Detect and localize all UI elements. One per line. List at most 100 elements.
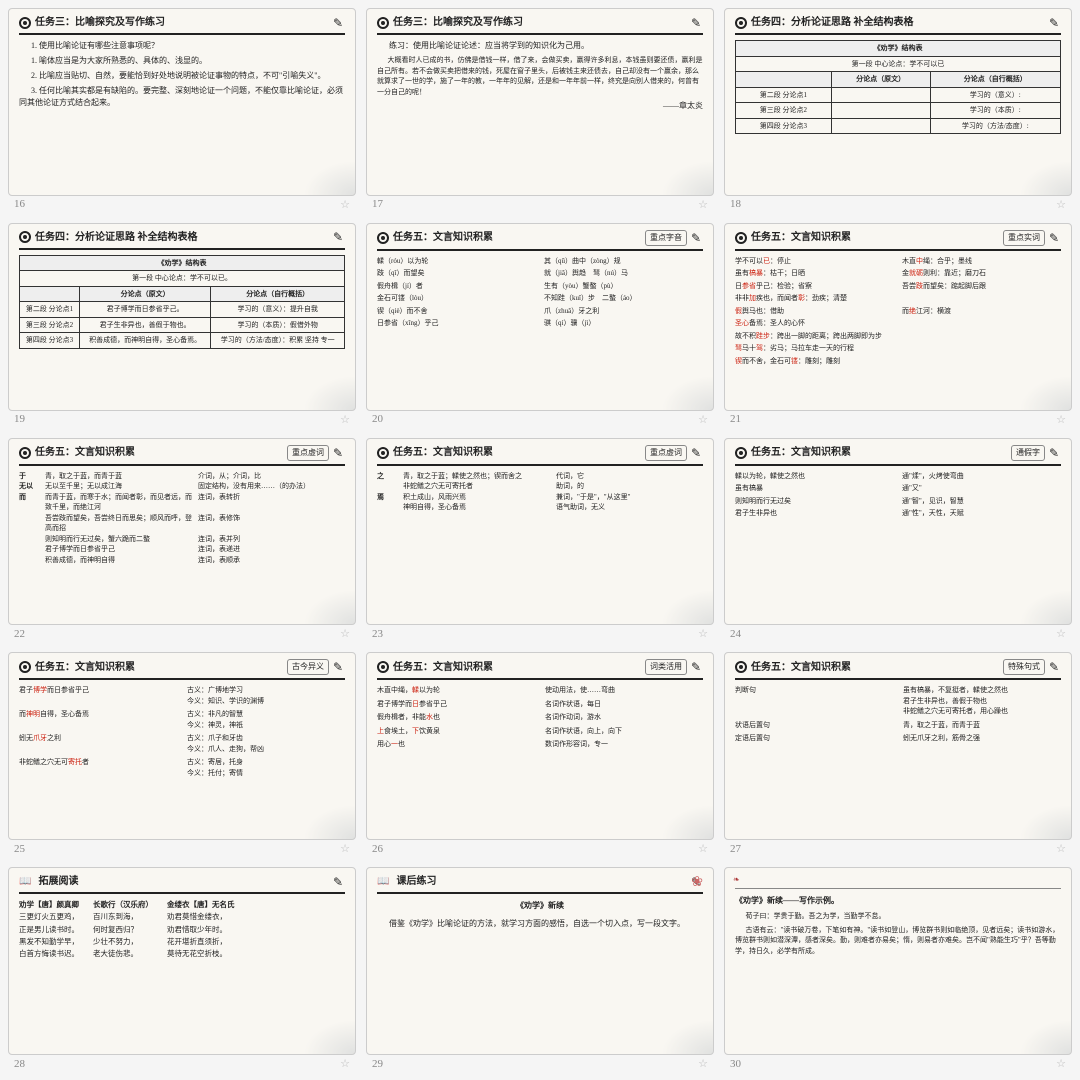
star-icon[interactable]: ☆ [340, 627, 350, 640]
slide-footer: 27 ☆ [724, 840, 1072, 857]
cell [902, 331, 1061, 342]
slide-number: 26 [372, 843, 383, 855]
text-line: 3. 任何比喻其实都是有缺陷的。要完整、深刻地论证一个问题，不能仅靠比喻论证，必… [19, 85, 345, 109]
slide-wrap: 拓展阅读劝学【唐】颜真卿三更灯火五更鸡，正是男儿读书时。黑发不知勤学早，白首方悔… [8, 867, 356, 1072]
slide-28[interactable]: 拓展阅读劝学【唐】颜真卿三更灯火五更鸡，正是男儿读书时。黑发不知勤学早，白首方悔… [8, 867, 356, 1055]
cell: 虽有槁暴：枯干；日晒 [735, 268, 894, 279]
star-icon[interactable]: ☆ [1056, 1057, 1066, 1070]
example: 无以至千里；无以成江海 [45, 481, 192, 492]
cell: 非非加疾也，而闻者彰：劲疾；清楚 [735, 293, 894, 304]
cell: 金就砺则利：靠近；磨刀石 [902, 268, 1061, 279]
pair-left: 假舟楫者，非能水也 [377, 712, 535, 723]
text-line: 荀子曰：学贵于勤。吾之为学，当勤学不怠。 [735, 911, 1061, 922]
pair-left: 用心一也 [377, 739, 535, 750]
pair-row: 木直中绳，輮以为轮使动用法，使……弯曲 [377, 685, 703, 696]
slide-badge: 古今异义 [287, 659, 329, 675]
pencil-icon [1049, 17, 1061, 29]
row: 之青，取之于蓝；輮使之然也；锲而舍之代词，它 [377, 471, 703, 482]
slide-header: 任务三：比喻探究及写作练习 [377, 15, 703, 35]
slide-body: 判断句虽有槁暴，不复挺者，輮使之然也君子生非异也，善假于物也非蛇鳝之穴无可寄托者… [735, 685, 1061, 744]
structure-table: 《劝学》结构表第一段 中心论点：学不可以已分论点（原文）分论点（自行概括）第二段… [735, 40, 1061, 134]
example: 吾尝跂而望矣，吾尝终日而思矣；顺风而呼，登高而招 [45, 513, 192, 534]
slide-header: 任务五：文言知识积累通假字 [735, 445, 1061, 466]
slide-20[interactable]: 任务五：文言知识积累重点字音輮（róu）以为轮其（qū）曲中（zòng）规跂（q… [366, 223, 714, 411]
slide-title: 任务五：文言知识积累 [393, 660, 641, 675]
slide-header: 任务五：文言知识积累古今异义 [19, 659, 345, 680]
star-icon[interactable]: ☆ [340, 1057, 350, 1070]
slide-number: 20 [372, 413, 383, 425]
signature: ——章太炎 [377, 100, 703, 112]
row: 则知明而行无过矣，蟹六跪而二螯连词，表并列 [19, 534, 345, 545]
cell: 輮以为轮，輮使之然也 [735, 471, 894, 482]
poem-line: 何时复西归？ [93, 924, 153, 935]
cell: 日参省（xǐng）乎己 [377, 318, 536, 329]
slide-number: 21 [730, 413, 741, 425]
cell: 通"又" [902, 483, 1061, 494]
slide-23[interactable]: 任务五：文言知识积累重点虚词之青，取之于蓝；輮使之然也；锲而舍之代词，它非蛇鳝之… [366, 438, 714, 626]
slide-wrap: 任务四：分析论证思路 补全结构表格《劝学》结构表第一段 中心论点：学不可以已分论… [724, 8, 1072, 213]
slide-number: 22 [14, 628, 25, 640]
row: 无以无以至千里；无以成江海固定结构，没有用来……（的办法） [19, 481, 345, 492]
star-icon[interactable]: ☆ [340, 413, 350, 426]
star-icon[interactable]: ☆ [698, 1057, 708, 1070]
lead: 练习：使用比喻论证论述：应当将学到的知识化为己用。 [377, 40, 703, 52]
slide-wrap: 任务五：文言知识积累词类活用木直中绳，輮以为轮使动用法，使……弯曲君子博学而日参… [366, 652, 714, 857]
table-cell: 学习的（意义）：提升自我 [211, 302, 345, 318]
text-line: 古语有云："读书破万卷，下笔如有神。"读书如登山，博览群书则如临绝顶，见者远矣；… [735, 925, 1061, 957]
star-icon[interactable]: ☆ [340, 842, 350, 855]
meaning: 连词，表转折 [198, 492, 345, 503]
star-icon[interactable]: ☆ [1056, 198, 1066, 211]
star-icon[interactable]: ☆ [698, 627, 708, 640]
col-header: 分论点（自行概括） [930, 72, 1060, 88]
book-icon [377, 874, 392, 889]
slide-30[interactable]: 《劝学》新续——写作示例。荀子曰：学贵于勤。吾之为学，当勤学不怠。古语有云："读… [724, 867, 1072, 1055]
meaning: 连词，表并列 [198, 534, 345, 545]
slide-title: 任务五：文言知识积累 [35, 445, 283, 460]
star-icon[interactable]: ☆ [1056, 842, 1066, 855]
slide-badge: 重点实词 [1003, 230, 1045, 246]
slide-16[interactable]: 任务三：比喻探究及写作练习1. 使用比喻论证有哪些注意事项呢？1. 喻体应当是为… [8, 8, 356, 196]
star-icon[interactable]: ☆ [698, 842, 708, 855]
slide-number: 27 [730, 843, 741, 855]
cell: 骐（qí）骥（jì） [544, 318, 703, 329]
slide-body: 木直中绳，輮以为轮使动用法，使……弯曲君子博学而日参省乎己名词作状语，每日假舟楫… [377, 685, 703, 750]
slide-18[interactable]: 任务四：分析论证思路 补全结构表格《劝学》结构表第一段 中心论点：学不可以已分论… [724, 8, 1072, 196]
slide-body: 练习：使用比喻论证论述：应当将学到的知识化为己用。大概看时人已成的书，仿佛是借钱… [377, 40, 703, 112]
table-cell [831, 87, 930, 103]
example: 非蛇鳝之穴无可寄托者 [403, 481, 550, 492]
table-cell: 学习的（方法/态度）：积累 坚持 专一 [211, 333, 345, 349]
cell: 生有（yòu）蟹螯（pù） [544, 281, 703, 292]
poem-line: 黑发不知勤学早， [19, 936, 79, 947]
star-icon[interactable]: ☆ [340, 198, 350, 211]
slide-25[interactable]: 任务五：文言知识积累古今异义君子博学而日参省乎己古义：广博地学习今义：知识、学识… [8, 652, 356, 840]
star-icon[interactable]: ☆ [698, 413, 708, 426]
slide-17[interactable]: 任务三：比喻探究及写作练习练习：使用比喻论证论述：应当将学到的知识化为己用。大概… [366, 8, 714, 196]
pair-row: 用心一也数词作形容词，专一 [377, 739, 703, 750]
slide-footer: 25☆ [8, 840, 356, 857]
star-icon[interactable]: ☆ [698, 198, 708, 211]
slide-title: 拓展阅读 [38, 874, 329, 889]
pair-right: 名词作状语，向上，向下 [545, 726, 703, 737]
pair-right: 数词作形容词，专一 [545, 739, 703, 750]
star-icon[interactable]: ☆ [1056, 627, 1066, 640]
pair-left: 判断句 [735, 685, 893, 717]
target-icon [735, 232, 747, 244]
slide-21[interactable]: 任务五：文言知识积累重点实词学不可以已：停止木直中绳：合乎；墨线虽有槁暴：枯干；… [724, 223, 1072, 411]
slide-26[interactable]: 任务五：文言知识积累词类活用木直中绳，輮以为轮使动用法，使……弯曲君子博学而日参… [366, 652, 714, 840]
star-icon[interactable]: ☆ [1056, 413, 1066, 426]
meaning: 连词，表顺承 [198, 555, 345, 566]
slide-29[interactable]: 课后练习❀《劝学》新续借鉴《劝学》比喻论证的方法，就学习方面的感悟，自选一个切入… [366, 867, 714, 1055]
cell: 不知跬（kuǐ）步 二螯（áo） [544, 293, 703, 304]
slide-24[interactable]: 任务五：文言知识积累通假字輮以为轮，輮使之然也通"煣"，火烤使弯曲虽有槁暴通"又… [724, 438, 1072, 626]
slide-wrap: 任务五：文言知识积累重点字音輮（róu）以为轮其（qū）曲中（zòng）规跂（q… [366, 223, 714, 428]
slide-header: 任务三：比喻探究及写作练习 [19, 15, 345, 35]
slide-title: 任务五：文言知识积累 [751, 660, 999, 675]
slide-27[interactable]: 任务五：文言知识积累特殊句式判断句虽有槁暴，不复挺者，輮使之然也君子生非异也，善… [724, 652, 1072, 840]
slide-22[interactable]: 任务五：文言知识积累重点虚词于青，取之于蓝，而青于蓝介词，从；介词，比无以无以至… [8, 438, 356, 626]
target-icon [377, 232, 389, 244]
target-icon [19, 447, 31, 459]
slide-wrap: 任务五：文言知识积累通假字輮以为轮，輮使之然也通"煣"，火烤使弯曲虽有槁暴通"又… [724, 438, 1072, 643]
divider [735, 888, 1061, 889]
slide-19[interactable]: 任务四：分析论证思路 补全结构表格《劝学》结构表第一段 中心论点：学不可以已。分… [8, 223, 356, 411]
slide-number: 24 [730, 628, 741, 640]
